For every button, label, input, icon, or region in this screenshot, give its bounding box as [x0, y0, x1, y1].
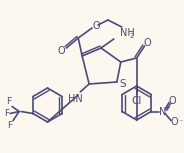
Text: O: O [58, 46, 65, 56]
Text: NH: NH [120, 28, 135, 38]
Text: O: O [92, 21, 100, 31]
Text: F: F [8, 121, 13, 130]
Text: HN: HN [68, 94, 83, 104]
Text: F: F [6, 97, 11, 106]
Text: Cl: Cl [131, 96, 142, 106]
Text: O: O [170, 116, 178, 127]
Text: +: + [164, 104, 170, 110]
Text: ⁻: ⁻ [179, 117, 183, 126]
Text: 2: 2 [130, 33, 134, 39]
Text: N: N [159, 106, 167, 116]
Text: S: S [119, 79, 126, 89]
Text: O: O [144, 38, 151, 48]
Text: F: F [4, 109, 9, 118]
Text: O: O [168, 95, 176, 106]
